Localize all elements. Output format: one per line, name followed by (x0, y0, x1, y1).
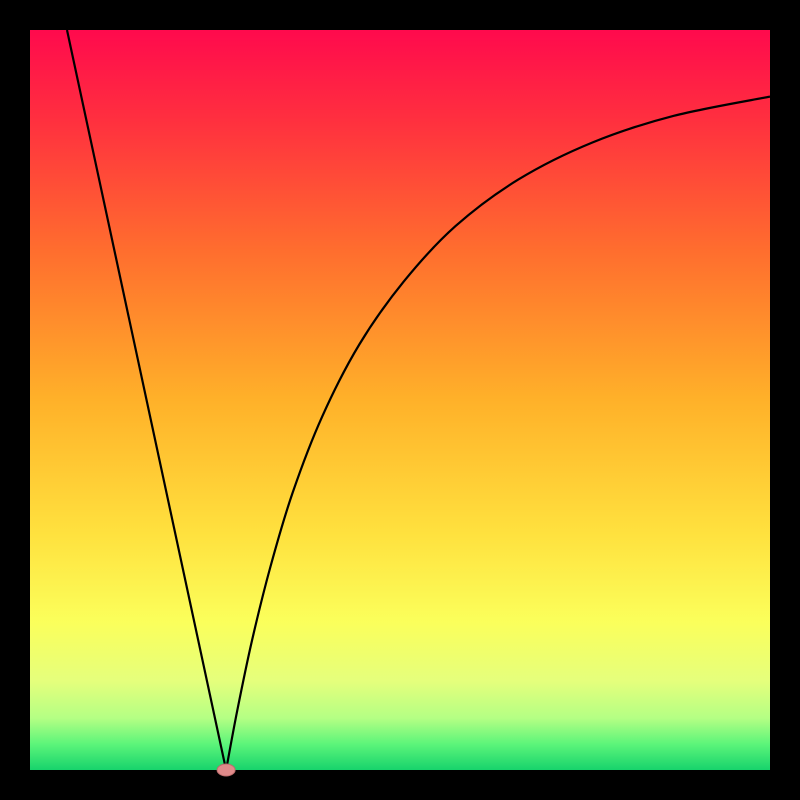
plot-background (30, 30, 770, 770)
optimum-marker (217, 764, 235, 776)
bottleneck-plot (0, 0, 800, 800)
chart-frame: TheBottleneck.com (0, 0, 800, 800)
